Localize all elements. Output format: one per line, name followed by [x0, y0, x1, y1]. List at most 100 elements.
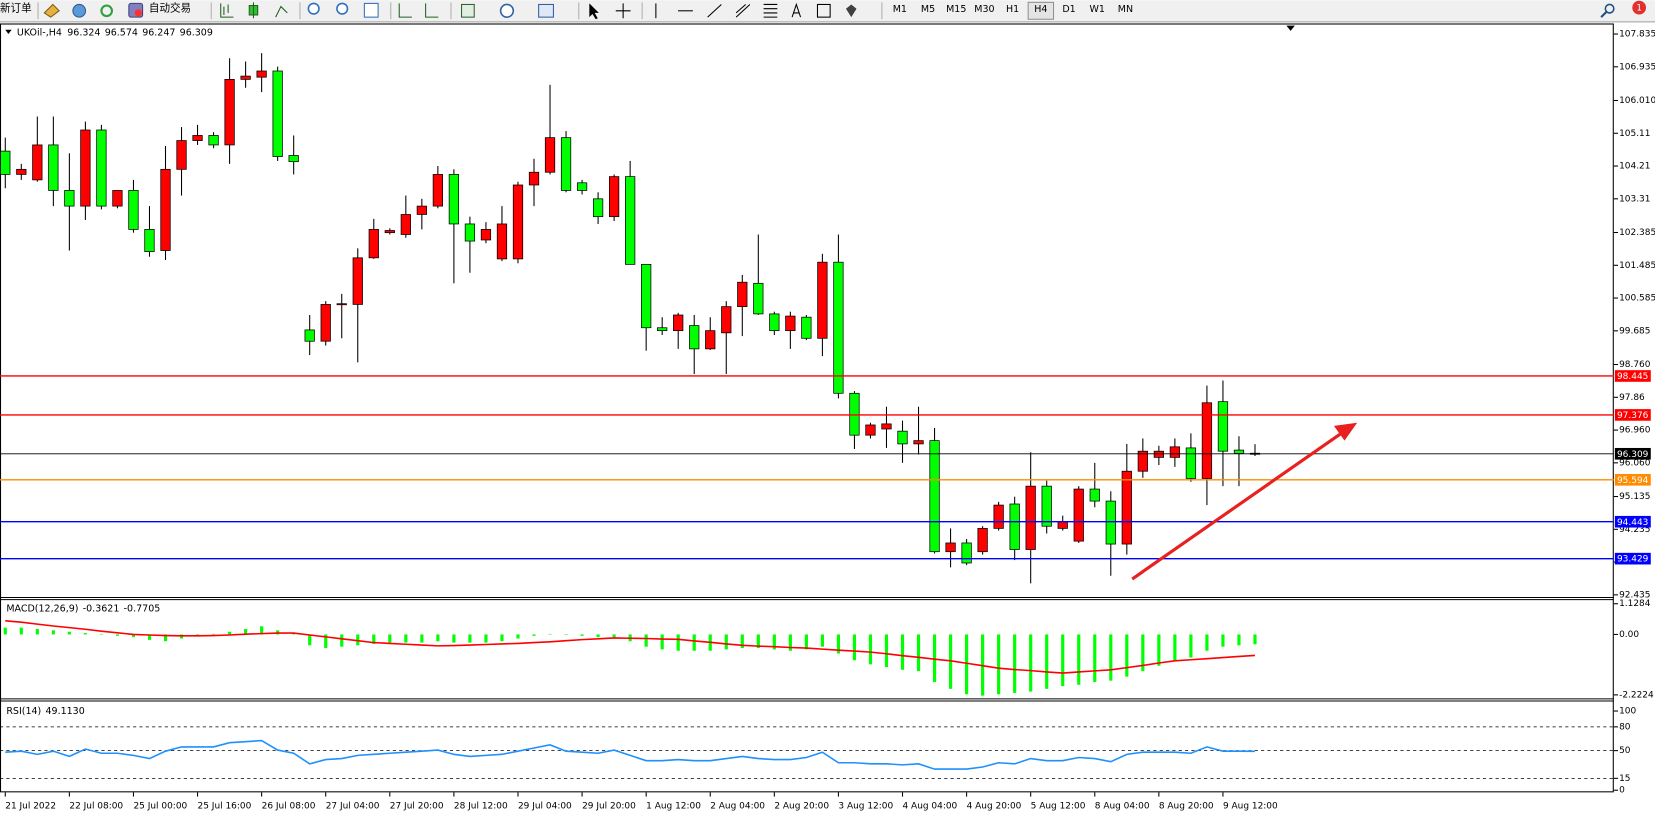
macd-bar — [997, 634, 1001, 695]
icon-tile[interactable] — [363, 2, 379, 18]
candle-body — [576, 182, 588, 191]
icon-history[interactable] — [43, 3, 60, 18]
timeframe-active — [1027, 1, 1055, 20]
macd-bar — [308, 634, 312, 646]
macd-bar — [1205, 634, 1209, 651]
icon-text[interactable] — [791, 2, 802, 18]
y-tick-label: 104.21 — [1619, 162, 1650, 172]
timeframe-button[interactable]: W1 — [1090, 4, 1105, 15]
candle-body — [1153, 450, 1164, 458]
macd-bar — [692, 634, 696, 651]
timeframe-button[interactable]: H4 — [1034, 4, 1047, 15]
signal-line — [5, 620, 1256, 674]
icon-zoom-out[interactable] — [336, 2, 349, 15]
icon-market[interactable] — [72, 3, 87, 18]
macd-bar — [965, 634, 969, 695]
icon-fibo[interactable] — [763, 3, 778, 18]
macd-title: MACD(12,26,9) — [6, 603, 78, 614]
candle-body — [785, 315, 796, 332]
y-tick-label: 96.060 — [1619, 458, 1651, 468]
annotation-arrow — [1131, 431, 1343, 581]
timeframe-button[interactable]: H1 — [1006, 4, 1019, 15]
timeframe-button[interactable]: MN — [1118, 4, 1133, 15]
notification-badge[interactable] — [1632, 0, 1647, 15]
candle-body — [721, 306, 732, 334]
candle-body — [1137, 450, 1148, 472]
candle-body — [769, 313, 780, 332]
candle-body — [544, 137, 556, 173]
macd-bar — [211, 633, 216, 635]
candle-body — [737, 281, 748, 307]
icon-autoscroll[interactable] — [398, 3, 412, 18]
icon-bar-chart[interactable] — [220, 3, 234, 18]
symbol-menu[interactable] — [5, 29, 12, 35]
candle-body — [64, 190, 75, 207]
macd-bar — [19, 627, 23, 635]
icon-label[interactable] — [816, 3, 831, 18]
candle-body — [240, 75, 251, 80]
macd-bar — [1013, 634, 1017, 693]
candle-body — [673, 314, 684, 332]
icon-line[interactable] — [275, 5, 288, 18]
macd-bar — [516, 634, 520, 639]
auto-trading-button[interactable]: 自动交易 — [149, 2, 191, 15]
icon-channel[interactable] — [735, 4, 751, 18]
macd-bar — [1189, 634, 1193, 658]
rsi-header: RSI(14) 49.1130 — [6, 706, 84, 717]
timeframe-button[interactable]: M30 — [974, 4, 994, 15]
price-level-tag — [1614, 474, 1651, 486]
icon-trendline[interactable] — [707, 4, 722, 18]
price-level-label: 95.594 — [1617, 476, 1649, 486]
macd-bar — [596, 634, 600, 638]
macd-bar — [131, 634, 136, 638]
macd-bar — [1109, 634, 1113, 681]
timeframe-button[interactable]: D1 — [1062, 4, 1075, 15]
macd-bar — [1045, 634, 1049, 689]
timeframe-button[interactable]: M1 — [893, 4, 907, 15]
candle-body — [32, 144, 43, 181]
icon-templates[interactable] — [538, 3, 554, 18]
macd-bar — [772, 634, 776, 650]
new-order-button[interactable]: 新订单 — [0, 2, 32, 15]
candle-body — [592, 198, 604, 218]
open: 96.324 — [67, 27, 100, 38]
icon-signals[interactable] — [100, 4, 114, 18]
candle-body — [1201, 402, 1213, 479]
candle-body — [929, 440, 940, 553]
icon-indicators[interactable] — [461, 3, 475, 18]
candle-body — [16, 168, 27, 175]
macd-bar — [228, 631, 232, 635]
signal-value: -0.7705 — [124, 603, 161, 614]
icon-crosshair[interactable] — [615, 3, 631, 19]
candle-body — [849, 392, 860, 436]
macd-bar — [51, 630, 55, 635]
timeframe-button[interactable]: M5 — [921, 4, 935, 15]
icon-shift[interactable] — [425, 3, 439, 18]
icon-periods[interactable] — [499, 3, 515, 18]
icon-zoom-in[interactable] — [307, 2, 320, 15]
y-tick-label: -2.2224 — [1619, 690, 1654, 700]
y-tick-label: 80 — [1619, 722, 1631, 732]
macd-bar — [500, 634, 504, 642]
candle-body — [352, 257, 363, 305]
candle-body — [625, 176, 636, 265]
candle-body — [512, 184, 524, 260]
macd-bar — [788, 634, 792, 651]
icon-candles[interactable] — [248, 2, 259, 19]
chart-frame — [0, 23, 1614, 793]
icon-cursor[interactable] — [589, 3, 599, 20]
timeframe-button[interactable]: M15 — [946, 4, 966, 15]
macd-bar — [115, 634, 120, 636]
y-tick-label: 101.485 — [1619, 261, 1655, 271]
macd-bar — [740, 634, 744, 649]
x-tick-label: 2 Aug 04:00 — [710, 802, 765, 812]
annotation-arrowhead — [1333, 422, 1358, 441]
candle-body — [753, 282, 764, 315]
macd-bar — [1077, 634, 1081, 685]
candle-body — [560, 137, 572, 191]
x-tick-label: 26 Jul 08:00 — [262, 802, 316, 812]
candle-body — [176, 140, 187, 170]
icon-search[interactable] — [1604, 3, 1615, 14]
icon-arrows[interactable] — [845, 4, 857, 18]
timeframe-bar: M1 M5 M15 M30 H1 H4 D1 W1 MN — [893, 1, 1133, 20]
